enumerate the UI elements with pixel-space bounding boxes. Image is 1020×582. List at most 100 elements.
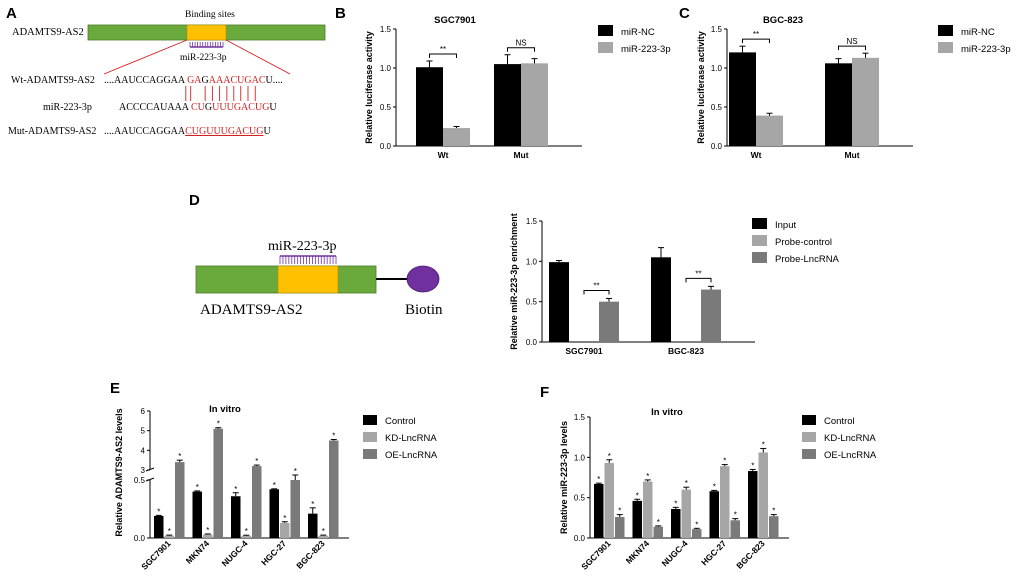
legend-swatch bbox=[802, 449, 816, 459]
bar bbox=[252, 466, 262, 538]
significance-bracket bbox=[742, 38, 770, 44]
y-tick-label: 1.0 bbox=[380, 64, 392, 73]
panel-label-d: D bbox=[189, 192, 200, 209]
panel-label-f: F bbox=[540, 384, 549, 401]
x-tick-label: BGC-823 bbox=[734, 538, 767, 571]
panel-b: B 0.0 0.5 1.0 1.5 Relative luciferase activi… bbox=[335, 5, 671, 160]
bar bbox=[651, 257, 671, 342]
bar bbox=[329, 440, 339, 538]
wt-char: A bbox=[194, 75, 202, 86]
legend-swatch bbox=[363, 449, 377, 459]
legend-label: miR-223-3p bbox=[621, 44, 671, 55]
panel-f: F 0.0 0.5 1.0 1.5 Relative miR-223-3p levels… bbox=[540, 384, 877, 572]
bar bbox=[594, 483, 604, 538]
wt-label: Wt-ADAMTS9-AS2 bbox=[11, 75, 95, 86]
x-tick-label: Wt bbox=[751, 150, 762, 160]
y-tick-label: 1.0 bbox=[526, 257, 538, 266]
y-tick-label: 3 bbox=[141, 466, 146, 475]
y-tick-label: 0.0 bbox=[711, 142, 723, 151]
legend-swatch bbox=[598, 42, 613, 53]
chart-e: 0.0 0.53 4 5 6 Relative ADAMTS9-AS2 levels In … bbox=[114, 404, 438, 572]
significance-star: * bbox=[311, 500, 314, 509]
legend-label: Control bbox=[824, 416, 855, 427]
significance-label: NS bbox=[515, 39, 526, 48]
bar bbox=[730, 520, 740, 538]
x-tick-label: NUGC-4 bbox=[660, 538, 690, 568]
wt-sequence: ....AAUCCAGGAA GAGAAACUGACU.... bbox=[104, 75, 283, 86]
panel-label-b: B bbox=[335, 5, 346, 22]
bar bbox=[643, 481, 653, 538]
chart-title: In vitro bbox=[209, 404, 241, 415]
bar bbox=[615, 517, 625, 538]
legend-label: OE-LncRNA bbox=[385, 450, 438, 461]
significance-star: * bbox=[283, 514, 286, 523]
binding-site-box bbox=[186, 24, 227, 41]
significance-star: * bbox=[636, 491, 639, 500]
panel-a: A ADAMTS9-AS2 Binding sites miR-223-3p W… bbox=[6, 5, 326, 137]
significance-star: * bbox=[713, 482, 716, 491]
significance-star: * bbox=[695, 520, 698, 529]
mir-char: C bbox=[191, 102, 198, 113]
bar bbox=[164, 535, 174, 538]
significance-star: * bbox=[751, 461, 754, 470]
wt-char: G bbox=[244, 75, 251, 86]
y-tick-label: 0.5 bbox=[526, 298, 538, 307]
binding-sites-label: Binding sites bbox=[185, 10, 235, 20]
bar bbox=[748, 471, 758, 538]
significance-star: * bbox=[322, 527, 325, 536]
significance-bracket bbox=[507, 47, 535, 52]
mut-site: CUGUUUGACUG bbox=[185, 126, 263, 137]
legend-swatch bbox=[598, 25, 613, 36]
significance-star: * bbox=[332, 432, 335, 441]
mut-suffix: U bbox=[263, 126, 271, 137]
gene-label: ADAMTS9-AS2 bbox=[12, 27, 84, 38]
legend-swatch bbox=[363, 432, 377, 442]
mut-prefix: ....AAUCCAGGAA bbox=[104, 126, 186, 137]
panel-label-a: A bbox=[6, 5, 17, 22]
significance-star: * bbox=[608, 452, 611, 461]
bar bbox=[632, 500, 642, 538]
bar bbox=[653, 526, 663, 538]
significance-bracket bbox=[583, 289, 610, 295]
significance-label: ** bbox=[753, 30, 759, 39]
mir-char: U bbox=[255, 102, 263, 113]
y-tick-label: 0.5 bbox=[574, 494, 586, 503]
x-tick-label: Wt bbox=[438, 150, 449, 160]
chart-f: 0.0 0.5 1.0 1.5 Relative miR-223-3p levels In… bbox=[559, 407, 877, 572]
zoom-line-right bbox=[225, 39, 291, 75]
panel-d-schematic: D miR-223-3p ADAMTS9-AS2 Biotin bbox=[189, 192, 443, 318]
legend-label: KD-LncRNA bbox=[385, 433, 437, 444]
x-tick-label: MKN74 bbox=[184, 538, 212, 566]
x-tick-label: BGC-823 bbox=[294, 538, 327, 571]
significance-label: ** bbox=[695, 269, 701, 278]
chart-title: In vitro bbox=[651, 407, 683, 418]
biotin-label: Biotin bbox=[405, 302, 443, 318]
bar bbox=[604, 462, 614, 538]
bar bbox=[769, 516, 779, 538]
y-tick-label: 0.5 bbox=[711, 103, 723, 112]
significance-star: * bbox=[168, 527, 171, 536]
bar bbox=[175, 462, 185, 538]
y-tick-label: 6 bbox=[141, 407, 146, 416]
mut-sequence: ....AAUCCAGGAACUGUUUGACUGU bbox=[104, 126, 271, 137]
mir-prefix: ACCCCAUAAA bbox=[119, 102, 190, 113]
bar bbox=[308, 513, 318, 538]
bar bbox=[318, 535, 328, 538]
significance-star: * bbox=[646, 472, 649, 481]
mirna-comb bbox=[189, 42, 224, 48]
bar bbox=[758, 452, 768, 538]
wt-char: G bbox=[187, 75, 194, 86]
panel-label-c: C bbox=[679, 5, 690, 22]
wt-char: U bbox=[266, 75, 274, 86]
bar bbox=[692, 529, 702, 538]
chart-title: SGC7901 bbox=[434, 15, 476, 26]
significance-star: * bbox=[723, 457, 726, 466]
x-tick-label: SGC7901 bbox=[579, 538, 613, 572]
legend-label: Probe-LncRNA bbox=[775, 254, 840, 265]
chart-d: 0.0 0.5 1.0 1.5 Relative miR-223-3p enrichme… bbox=[509, 213, 840, 356]
significance-star: * bbox=[206, 526, 209, 535]
bar bbox=[203, 534, 213, 538]
wt-char: A bbox=[252, 75, 260, 86]
bar bbox=[280, 522, 290, 538]
